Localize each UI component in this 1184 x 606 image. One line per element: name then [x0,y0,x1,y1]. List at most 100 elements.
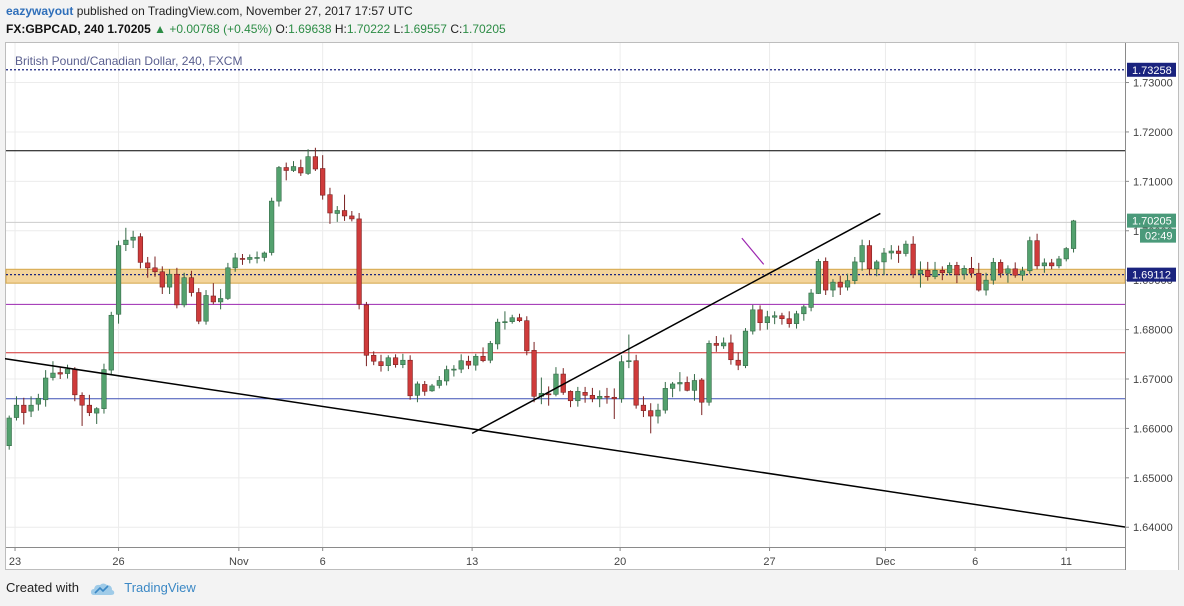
x-tick-label: Dec [876,556,896,568]
candle [276,167,282,202]
candle [145,262,151,269]
symbol-name: FX:GBPCAD, 240 [6,22,105,36]
candle [968,268,975,274]
candle [480,355,486,362]
y-tick-label: 1.73000 [1133,78,1173,90]
candle [320,168,326,196]
candle [830,281,836,291]
candle [925,269,931,278]
candle [611,396,617,400]
trendline [741,237,765,265]
footer: Created with TradingView [6,580,196,596]
x-tick-label: 23 [9,556,21,568]
symbol-header: FX:GBPCAD, 240 1.70205 ▲ +0.00768 (+0.45… [6,22,506,36]
candle [954,265,960,276]
price-label: 1.73258 [1132,65,1172,77]
candle [553,373,559,395]
candle [1041,262,1047,267]
tradingview-brand[interactable]: TradingView [124,580,196,595]
candle [917,269,924,275]
candle [239,258,246,260]
candle [407,359,413,397]
candle [669,383,676,389]
candle [706,343,712,403]
candle [385,357,391,366]
candle [108,314,114,371]
candle [721,342,727,347]
candle [815,261,821,294]
candle [874,261,880,270]
price-change: +0.00768 (+0.45%) [169,22,273,36]
candle [662,388,668,411]
candle [196,292,202,322]
created-with-text: Created with [6,580,79,595]
candle [793,313,800,324]
candle [998,262,1004,274]
candle [895,250,902,254]
candle [939,269,945,274]
candle [137,236,144,263]
candle [21,404,27,413]
up-arrow-icon: ▲ [154,22,166,36]
candle [218,298,224,303]
candle [757,309,763,323]
candle [181,277,187,306]
candle [312,156,318,170]
candle [123,239,129,245]
candle [808,292,814,308]
candle [356,218,362,305]
candle [648,410,654,417]
candle [101,369,107,409]
x-tick-label: 6 [972,556,978,568]
price-label: 1.70205 [1132,216,1172,228]
candle [976,272,982,291]
low-value: 1.69557 [403,22,447,36]
publish-header: eazywayout published on TradingView.com,… [6,4,413,18]
publish-info: published on TradingView.com, November 2… [76,4,413,18]
candle [334,210,340,214]
candle [837,281,843,288]
candle [691,380,698,391]
candle [764,316,770,323]
candle [298,167,304,174]
candle [495,321,501,345]
x-tick-label: 6 [320,556,326,568]
candle [13,404,20,418]
y-tick-label: 1.68000 [1133,325,1173,337]
author-name[interactable]: eazywayout [6,4,74,18]
y-tick-label: 1.67000 [1133,374,1173,386]
countdown-box [1140,228,1176,243]
candle [618,361,625,400]
candle [750,309,756,332]
candle [1027,240,1033,272]
candle [43,377,49,401]
y-tick-label: 1.72000 [1133,127,1173,139]
tradingview-cloud-icon [90,583,114,595]
candle [378,361,384,366]
candle [349,215,355,220]
close-label: C: [450,22,463,36]
candle [269,200,275,253]
candle [28,404,34,412]
candle [772,315,778,318]
candle [400,359,406,365]
candle [947,265,953,274]
candle [363,304,370,356]
price-label-box [1127,213,1176,228]
y-tick-label: 1.64000 [1133,522,1173,534]
candle [626,360,632,363]
countdown-label: 02:49 [1145,231,1173,243]
candle [473,355,479,366]
y-tick-label: 1.65000 [1133,473,1173,485]
candle [990,262,996,281]
candle [1070,220,1077,249]
candle [633,360,639,406]
candle [1034,240,1040,267]
candle [735,359,741,366]
candle [961,268,967,275]
candle [203,295,209,322]
candle [852,261,858,281]
candle [188,277,195,293]
candle [225,267,231,299]
